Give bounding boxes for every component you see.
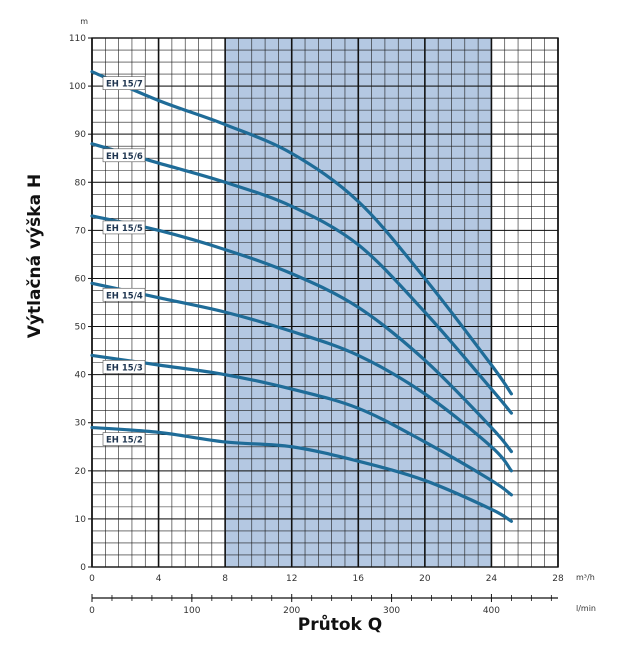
series-line-eh-15-3 xyxy=(90,353,513,497)
series-line-eh-15-4 xyxy=(90,281,513,473)
x-tick-label: 24 xyxy=(486,574,498,584)
x-tick-label: 0 xyxy=(89,574,95,584)
curve-label-box xyxy=(102,220,146,235)
y-tick-label: 20 xyxy=(75,467,87,477)
x-tick-label: 8 xyxy=(222,574,228,584)
x2-tick-label: 100 xyxy=(183,606,200,616)
axes-layer: 0 10 20 30 40 50 60 70 80 90 100 110 0 4 8 12 16 20 24 28 0 1… xyxy=(69,34,564,616)
x-tick-label: 12 xyxy=(286,574,297,584)
curve-label-eh-15-5: EH 15/5 xyxy=(106,224,143,234)
y-tick-label: 80 xyxy=(75,178,87,188)
curve-label-eh-15-2: EH 15/2 xyxy=(106,436,143,446)
series-line-eh-15-5 xyxy=(90,214,513,454)
series-line-eh-15-2 xyxy=(90,425,513,523)
x2-unit-label: l/min xyxy=(576,604,596,613)
x-tick-label: 20 xyxy=(419,574,431,584)
x2-tick-label: 400 xyxy=(483,606,500,616)
curve-label-box xyxy=(102,432,146,446)
curve-labels-layer: EH 15/7 EH 15/6 EH 15/5 EH 15/4 EH 15/3 EH 15… xyxy=(102,76,146,446)
y-tick-label: 30 xyxy=(75,419,87,429)
y-tick-label: 110 xyxy=(69,34,86,44)
curve-label-box xyxy=(102,148,146,163)
x2-tick-label: 200 xyxy=(283,606,300,616)
x-tick-label: 16 xyxy=(353,574,365,584)
curve-label-box xyxy=(102,360,146,374)
y-tick-label: 90 xyxy=(75,130,87,140)
x2-tick-label: 0 xyxy=(89,606,95,616)
curve-label-eh-15-4: EH 15/4 xyxy=(106,291,143,301)
curve-label-eh-15-6: EH 15/6 xyxy=(106,152,143,162)
y-tick-label: 40 xyxy=(75,371,87,381)
y-tick-label: 70 xyxy=(75,226,87,236)
y-unit-label: m xyxy=(80,17,88,26)
x-unit-label: m³/h xyxy=(576,573,595,582)
grid-layer xyxy=(91,37,559,568)
series-layer xyxy=(90,70,513,523)
x-axis-title: Průtok Q xyxy=(298,613,382,635)
curve-label-box xyxy=(102,76,146,90)
series-line-eh-15-6 xyxy=(90,142,513,415)
x-tick-label: 4 xyxy=(156,574,162,584)
y-tick-label: 50 xyxy=(75,323,87,333)
y-axis-title: Výtlačná výška H xyxy=(25,174,45,338)
x2-tick-label: 300 xyxy=(383,606,400,616)
curve-label-box xyxy=(102,287,146,302)
curve-label-eh-15-7: EH 15/7 xyxy=(106,80,143,90)
y-tick-label: 0 xyxy=(80,563,86,573)
y-tick-label: 60 xyxy=(75,274,87,284)
series-line-eh-15-7 xyxy=(90,70,513,396)
y-tick-label: 100 xyxy=(69,82,86,92)
plot-frame xyxy=(91,37,559,568)
curve-label-eh-15-3: EH 15/3 xyxy=(106,363,143,373)
y-tick-label: 10 xyxy=(75,515,87,525)
x-tick-label: 28 xyxy=(552,574,564,584)
